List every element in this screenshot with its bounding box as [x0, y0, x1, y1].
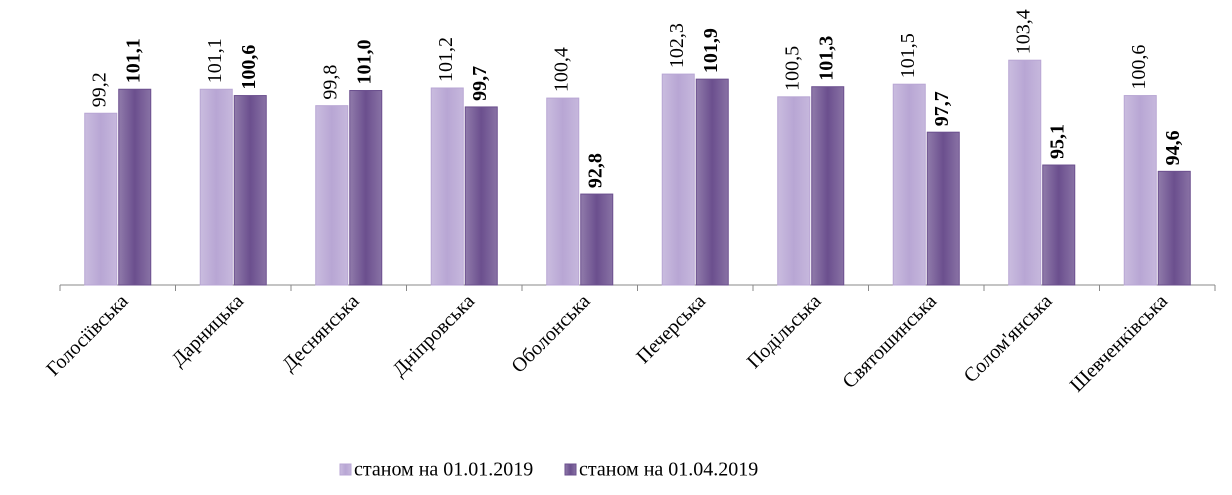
- bar: [661, 73, 695, 286]
- bar: [199, 88, 233, 286]
- bar: [464, 106, 498, 286]
- bar: [1123, 95, 1157, 286]
- legend-swatch: [564, 463, 577, 476]
- data-label: 103,4: [1012, 9, 1034, 54]
- x-tick-label: Шевченківська: [1066, 290, 1172, 396]
- bar: [430, 87, 464, 286]
- bar: [695, 78, 729, 286]
- x-tick-label: Оболонська: [507, 290, 594, 377]
- bar: [811, 86, 845, 286]
- legend-swatch: [339, 463, 352, 476]
- data-label: 97,7: [931, 91, 953, 126]
- data-label: 101,0: [353, 40, 375, 85]
- data-label: 100,5: [781, 46, 803, 91]
- data-label: 100,6: [238, 45, 260, 90]
- bar: [777, 96, 811, 286]
- data-label: 99,7: [469, 66, 491, 101]
- bar: [315, 105, 349, 286]
- bar: [84, 112, 118, 286]
- data-label: 101,1: [122, 38, 144, 83]
- data-label: 100,4: [550, 47, 572, 92]
- x-tick-label: Печерська: [632, 290, 710, 368]
- data-label: 94,6: [1162, 130, 1184, 165]
- legend-label: станом на 01.01.2019: [354, 459, 533, 481]
- x-tick-label: Дніпровська: [388, 290, 479, 381]
- data-label: 101,1: [204, 38, 226, 83]
- bar: [1157, 170, 1191, 286]
- bar: [546, 97, 580, 286]
- bar: [580, 193, 614, 286]
- bar: [1008, 59, 1042, 286]
- x-tick-label: Святошинська: [838, 290, 941, 393]
- data-label: 101,9: [700, 28, 722, 73]
- bar: [349, 90, 383, 286]
- data-label: 99,2: [88, 72, 110, 107]
- data-label: 101,3: [815, 36, 837, 81]
- bar: [118, 88, 152, 286]
- data-label: 92,8: [584, 153, 606, 188]
- x-tick-label: Деснянська: [278, 290, 364, 376]
- data-label: 99,8: [319, 65, 341, 100]
- data-label: 95,1: [1046, 124, 1068, 159]
- x-tick-label: Подільська: [743, 290, 826, 373]
- bar: [926, 131, 960, 286]
- x-tick-label: Дарницька: [167, 290, 248, 371]
- data-label: 100,6: [1128, 45, 1150, 90]
- data-label: 101,5: [897, 33, 919, 78]
- x-tick-label: Голосіївська: [42, 290, 132, 380]
- bar: [233, 95, 267, 286]
- bar: [892, 83, 926, 286]
- x-tick-label: Солом'янська: [960, 290, 1057, 387]
- data-label: 102,3: [666, 23, 688, 68]
- data-label: 101,2: [435, 37, 457, 82]
- bar: [1042, 164, 1076, 286]
- legend-label: станом на 01.04.2019: [579, 459, 758, 481]
